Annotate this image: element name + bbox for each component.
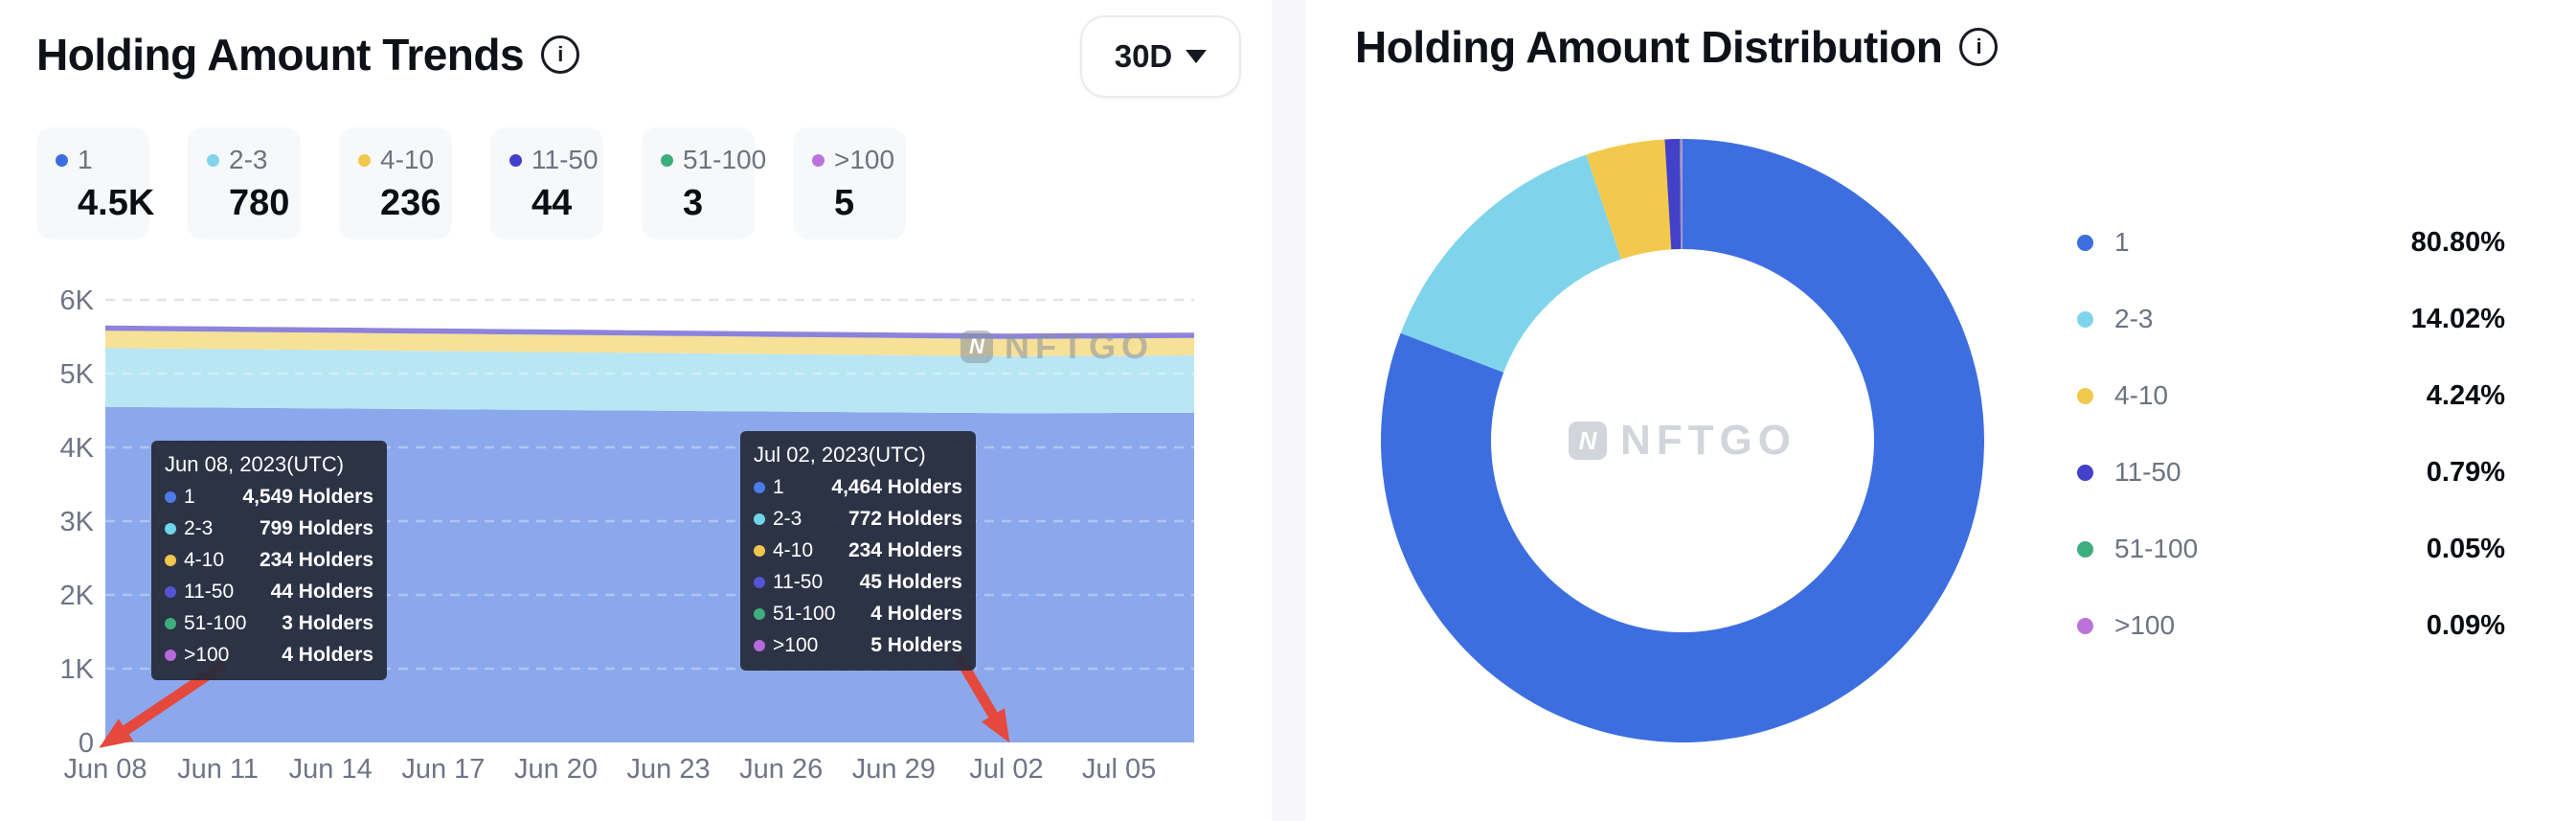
series-dot-icon [56, 153, 68, 167]
stat-card-head: 51-100 [661, 145, 766, 175]
legend-label: 11-50 [2114, 457, 2181, 487]
trends-panel: Holding Amount Trends i 30D 1 4.5K 2-3 780 4… [0, 0, 1272, 821]
x-axis-label: Jun 20 [514, 754, 598, 785]
area-series-1 [105, 406, 1194, 742]
holder-stats-row: 1 4.5K 2-3 780 4-10 236 11-50 44 51-100 3 >100 5 [36, 127, 906, 239]
x-axis-label: Jun 11 [177, 754, 259, 785]
distribution-panel-title: Holding Amount Distribution i [1355, 21, 1999, 73]
trends-panel-title: Holding Amount Trends i [36, 29, 580, 80]
stat-label: >100 [834, 145, 895, 174]
trends-chart-canvas[interactable]: 0 1K 2K 3K 4K 5K 6K Jun 08 Jun 11 Jun 14 Jun 17 Jun… [0, 0, 1272, 821]
stat-card[interactable]: 2-3 780 [188, 127, 301, 239]
stat-value: 236 [380, 183, 441, 223]
series-dot-icon [358, 153, 371, 167]
stat-label: 1 [78, 145, 93, 174]
legend-label: 1 [2114, 227, 2130, 257]
x-axis-label: Jun 23 [627, 754, 711, 785]
x-axis-label: Jun 14 [289, 754, 373, 785]
x-axis-label: Jul 05 [1082, 754, 1156, 785]
legend-percent-value: 80.80% [2410, 226, 2505, 258]
legend-percent-value: 0.05% [2426, 533, 2505, 564]
y-axis-label: 2K [60, 581, 95, 611]
area-series-4-10 [105, 331, 1194, 356]
stat-card-head: 1 [56, 145, 140, 175]
y-axis-label: 6K [60, 285, 95, 316]
donut-slice-gt100 [1681, 139, 1683, 249]
stat-card[interactable]: 51-100 3 [642, 127, 766, 239]
panel-divider [1272, 0, 1305, 821]
info-icon[interactable]: i [541, 35, 580, 74]
stat-card-head: 2-3 [207, 145, 291, 175]
legend-label: 4-10 [2114, 380, 2169, 410]
stat-label: 2-3 [229, 145, 268, 174]
series-dot-icon [509, 153, 522, 167]
y-axis-label: 4K [60, 433, 95, 464]
legend-row[interactable]: 11-50 0.79% [2077, 451, 2505, 493]
series-dot-icon [661, 153, 673, 167]
legend-row[interactable]: 1 80.80% [2077, 221, 2505, 263]
stat-card[interactable]: 11-50 44 [490, 127, 603, 239]
series-dot-icon [2077, 464, 2093, 481]
y-axis-label: 0 [79, 728, 94, 759]
stat-label: 11-50 [531, 145, 599, 174]
legend-label: >100 [2114, 610, 2176, 640]
legend-row[interactable]: 2-3 14.02% [2077, 298, 2505, 340]
chevron-down-icon [1186, 50, 1208, 63]
info-icon[interactable]: i [1959, 28, 1999, 66]
x-axis-label: Jun 29 [852, 754, 936, 785]
donut-slice-11-50 [1664, 139, 1682, 250]
stat-card-head: 11-50 [509, 145, 599, 175]
series-dot-icon [2077, 310, 2093, 328]
x-axis-label: Jul 02 [969, 754, 1043, 785]
x-axis-label: Jun 08 [63, 754, 147, 785]
y-axis-label: 1K [60, 654, 95, 685]
stat-card-head: 4-10 [358, 145, 442, 175]
stat-card[interactable]: >100 5 [793, 127, 906, 239]
legend-percent-value: 4.24% [2426, 379, 2505, 411]
donut-slice-51-100 [1680, 139, 1682, 250]
donut-slice-4-10 [1586, 139, 1672, 260]
series-dot-icon [812, 153, 825, 167]
distribution-legend: 1 80.80% 2-3 14.02% 4-10 4.24% 11-50 0.79% 51-10… [2077, 221, 2505, 647]
legend-percent-value: 0.09% [2426, 609, 2505, 641]
series-dot-icon [2077, 387, 2093, 404]
legend-row[interactable]: >100 0.09% [2077, 604, 2505, 647]
distribution-title-text: Holding Amount Distribution [1355, 22, 1943, 72]
y-axis-label: 5K [60, 359, 95, 390]
legend-label: 2-3 [2114, 304, 2154, 333]
legend-percent-value: 14.02% [2410, 303, 2505, 334]
x-axis-label: Jun 26 [739, 754, 823, 785]
trends-title-text: Holding Amount Trends [36, 30, 525, 80]
series-dot-icon [2077, 234, 2093, 251]
legend-row[interactable]: 51-100 0.05% [2077, 528, 2505, 570]
series-dot-icon [2077, 540, 2093, 558]
x-axis-label: Jun 17 [401, 754, 485, 785]
distribution-chart-canvas[interactable] [1305, 0, 2576, 821]
stat-value: 780 [229, 183, 290, 223]
stat-label: 4-10 [380, 145, 435, 174]
legend-row[interactable]: 4-10 4.24% [2077, 375, 2505, 417]
y-axis-label: 3K [60, 507, 95, 537]
stat-card-head: >100 [812, 145, 896, 175]
legend-percent-value: 0.79% [2426, 456, 2505, 488]
stat-label: 51-100 [683, 145, 767, 174]
stat-value: 5 [834, 183, 855, 223]
donut-slice-2-3 [1400, 154, 1622, 373]
legend-label: 51-100 [2114, 534, 2199, 563]
time-range-selector[interactable]: 30D [1080, 15, 1241, 98]
stat-value: 44 [531, 183, 573, 223]
area-series-2-3 [105, 348, 1194, 414]
series-dot-icon [207, 153, 219, 167]
donut-slice-1 [1381, 139, 1985, 742]
series-dot-icon [2077, 617, 2093, 634]
stack-top-line [104, 325, 1195, 337]
stat-card[interactable]: 4-10 236 [339, 127, 452, 239]
stat-card[interactable]: 1 4.5K [36, 127, 154, 239]
stat-value: 3 [683, 183, 704, 223]
time-range-value: 30D [1114, 38, 1173, 74]
